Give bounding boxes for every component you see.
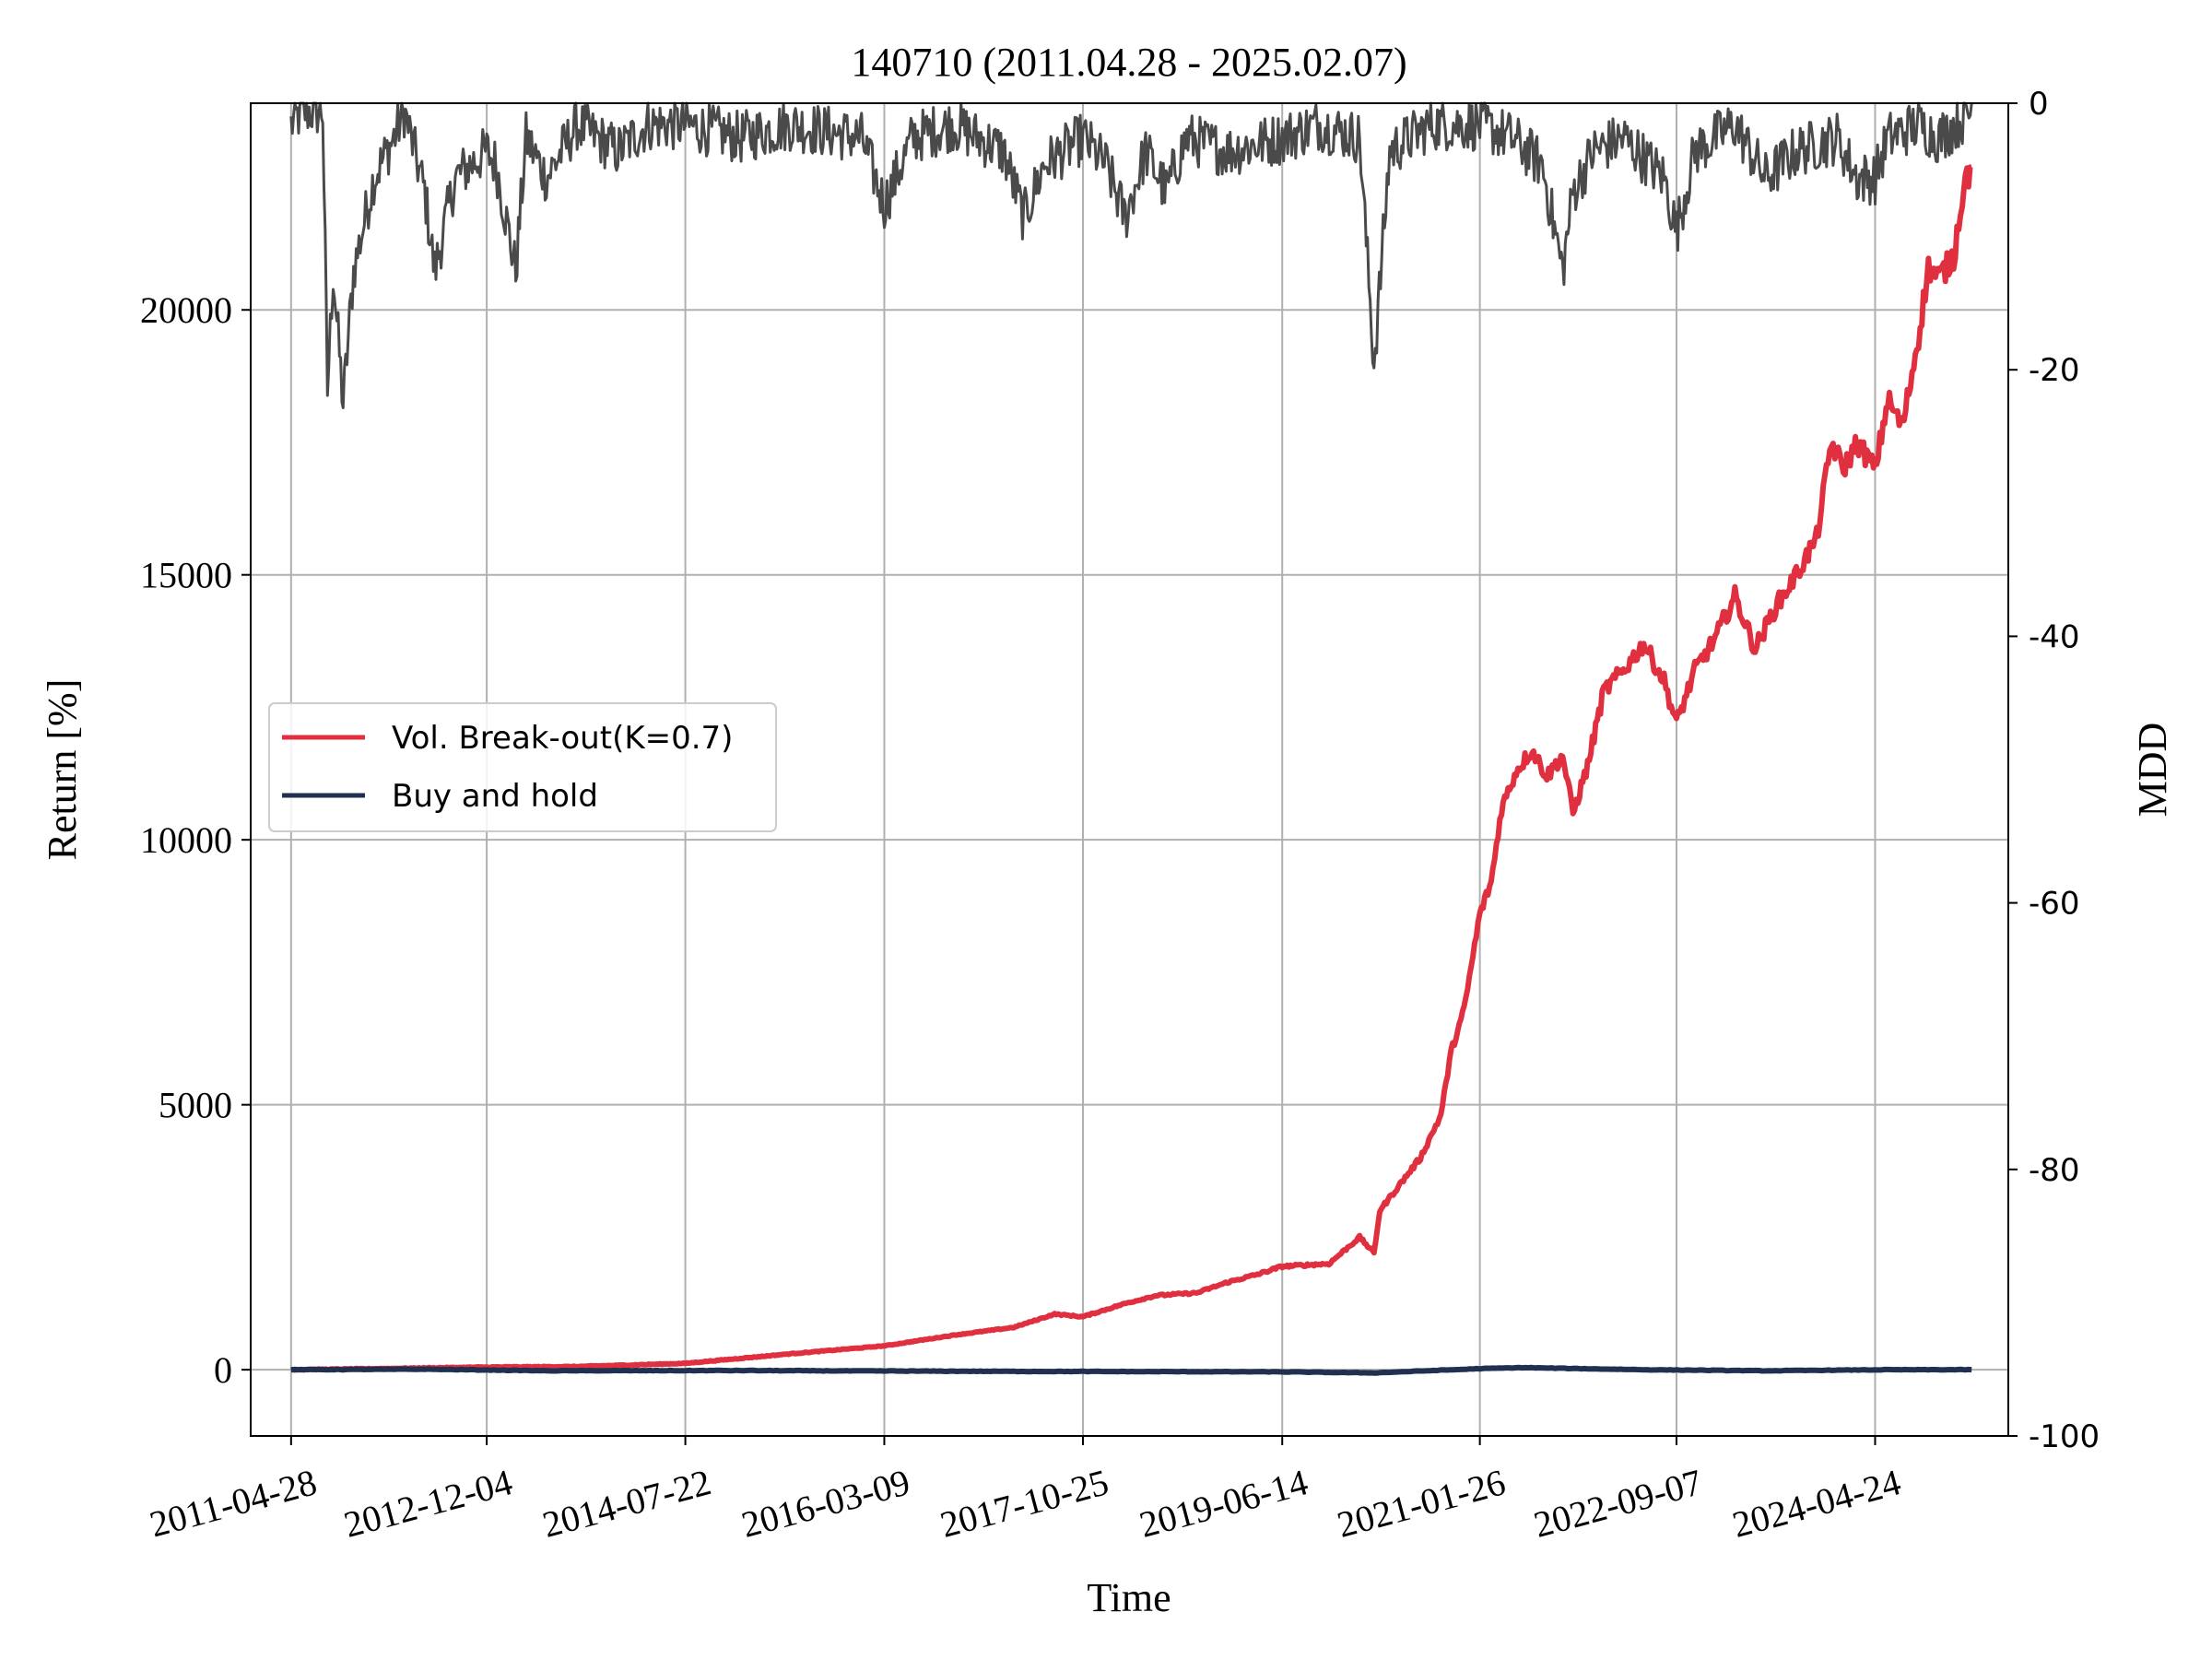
legend: Vol. Break-out(K=0.7) Buy and hold xyxy=(268,702,777,832)
y2-tick-label: -80 xyxy=(2029,1152,2080,1189)
legend-box xyxy=(268,702,777,832)
y-axis-label: Return [%] xyxy=(40,679,85,861)
series-line-buy-and-hold xyxy=(290,1364,1972,1376)
grid xyxy=(251,103,2008,1436)
x-axis-label: Time xyxy=(1087,1575,1171,1620)
legend-label-vol-breakout: Vol. Break-out(K=0.7) xyxy=(392,720,733,757)
y2-axis-label: MDD xyxy=(2130,723,2175,818)
series-line-mdd xyxy=(289,101,1973,409)
y-tick-label: 10000 xyxy=(140,819,232,861)
y2-tick-label: 0 xyxy=(2029,86,2049,123)
y2-tick-label: -60 xyxy=(2029,886,2080,923)
chart-title: 140710 (2011.04.28 - 2025.02.07) xyxy=(851,40,1406,85)
series-line-vol-break-out-k-0-7 xyxy=(289,164,1973,1373)
y-tick-label: 5000 xyxy=(159,1085,232,1126)
y2-tick-label: -20 xyxy=(2029,352,2080,389)
plot-lines xyxy=(289,101,1973,1376)
plot-frame xyxy=(250,102,2009,1437)
y2-tick-label: -100 xyxy=(2029,1418,2100,1455)
y-axis-right: 0 -20 -40 -60 -80 -100 xyxy=(2008,86,2100,1455)
y-tick-label: 0 xyxy=(214,1349,232,1391)
y-axis-left: 0 5000 10000 15000 20000 xyxy=(140,289,251,1391)
y-tick-label: 15000 xyxy=(140,555,232,596)
y2-tick-label: -40 xyxy=(2029,618,2080,655)
legend-label-buy-and-hold: Buy and hold xyxy=(392,778,598,815)
y-tick-label: 20000 xyxy=(140,289,232,331)
